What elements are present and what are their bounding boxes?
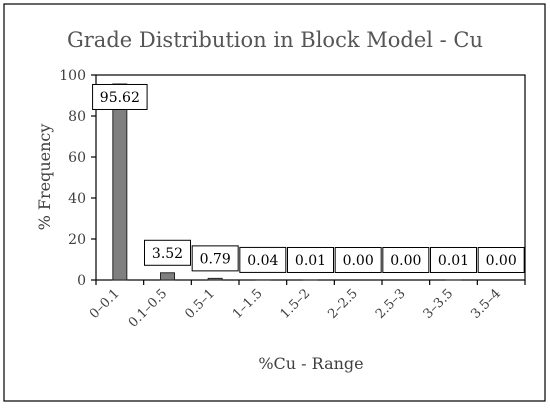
data-label-text: 0.79 xyxy=(200,251,231,267)
y-tick-label: 20 xyxy=(68,232,86,248)
data-label: 0.00 xyxy=(383,248,429,273)
data-label: 0.00 xyxy=(335,248,381,273)
bar xyxy=(208,278,222,280)
data-label: 3.52 xyxy=(145,240,191,265)
bar xyxy=(161,273,175,280)
y-tick-label: 80 xyxy=(68,109,86,125)
data-label: 0.00 xyxy=(478,248,524,273)
chart-title: Grade Distribution in Block Model - Cu xyxy=(67,28,483,52)
x-axis-title: %Cu - Range xyxy=(258,354,363,373)
data-label-text: 0.00 xyxy=(486,253,517,269)
data-label: 0.01 xyxy=(431,247,477,272)
data-label-text: 0.00 xyxy=(343,253,374,269)
data-label: 0.79 xyxy=(192,246,238,271)
data-label: 0.04 xyxy=(240,247,286,272)
data-label: 0.01 xyxy=(288,247,334,272)
y-tick-label: 100 xyxy=(59,68,86,84)
y-tick-label: 0 xyxy=(77,273,86,289)
data-label-text: 95.62 xyxy=(100,90,140,106)
y-tick-label: 40 xyxy=(68,191,86,207)
data-label: 95.62 xyxy=(93,84,148,109)
data-label-text: 3.52 xyxy=(152,246,183,262)
data-label-text: 0.04 xyxy=(247,253,278,269)
bar xyxy=(113,84,127,280)
y-tick-label: 60 xyxy=(68,150,86,166)
data-label-text: 0.00 xyxy=(390,253,421,269)
y-axis-title: % Frequency xyxy=(35,124,54,231)
data-label-text: 0.01 xyxy=(438,253,469,269)
data-label-text: 0.01 xyxy=(295,253,326,269)
